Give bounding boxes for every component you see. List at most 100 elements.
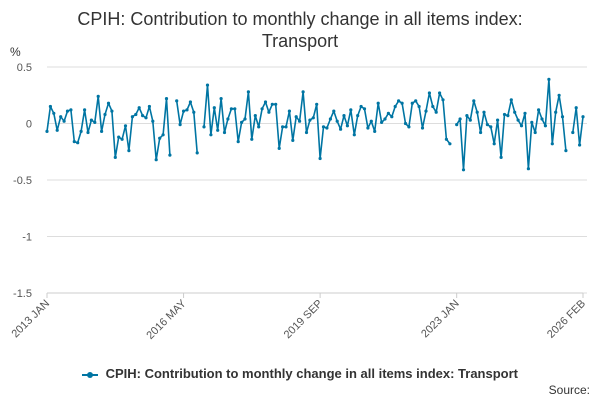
data-point xyxy=(45,129,49,133)
data-point xyxy=(120,137,124,141)
data-point xyxy=(65,109,70,113)
series-line xyxy=(572,106,584,146)
data-point xyxy=(233,107,237,111)
data-point xyxy=(89,118,93,122)
data-point xyxy=(564,149,568,153)
data-point xyxy=(106,101,111,105)
data-point xyxy=(311,116,315,120)
data-point xyxy=(472,99,476,103)
data-point xyxy=(403,121,408,126)
data-point xyxy=(209,133,213,137)
data-point xyxy=(349,108,353,112)
data-point xyxy=(438,91,442,95)
data-point xyxy=(417,104,421,109)
y-tick-label: -1.5 xyxy=(13,288,32,300)
data-point xyxy=(69,108,73,112)
data-point xyxy=(291,138,295,142)
data-point xyxy=(359,104,363,109)
data-point xyxy=(441,98,445,102)
data-point xyxy=(298,119,302,123)
data-point xyxy=(420,126,425,130)
data-point xyxy=(557,93,561,97)
data-point xyxy=(154,158,158,162)
data-point xyxy=(369,119,373,123)
data-point xyxy=(537,108,541,112)
data-point xyxy=(195,151,199,155)
data-point xyxy=(168,153,172,157)
y-axis-unit-label: % xyxy=(10,45,21,59)
data-point xyxy=(219,97,223,101)
data-point xyxy=(144,116,148,120)
data-point xyxy=(519,124,524,128)
data-point xyxy=(550,142,554,146)
data-point xyxy=(123,124,128,128)
data-point xyxy=(506,114,510,118)
data-point xyxy=(267,110,271,114)
data-point xyxy=(151,119,155,123)
data-point xyxy=(202,125,206,129)
data-point xyxy=(79,129,83,133)
data-point xyxy=(499,155,503,159)
data-point xyxy=(263,100,268,104)
data-point xyxy=(362,107,367,111)
data-point xyxy=(229,107,233,111)
data-point xyxy=(492,142,496,146)
data-point xyxy=(383,117,387,121)
data-point xyxy=(560,115,565,119)
data-point xyxy=(407,125,411,129)
data-point xyxy=(342,114,346,118)
data-point xyxy=(62,119,66,123)
y-axis-tick-labels: 0.5 0 -0.5 -1 -1.5 xyxy=(13,62,32,300)
data-point xyxy=(216,128,220,132)
data-point xyxy=(117,135,121,139)
data-point xyxy=(465,114,469,118)
data-point xyxy=(523,111,527,115)
data-point xyxy=(581,115,585,119)
data-point xyxy=(400,101,404,105)
data-point xyxy=(175,99,179,103)
data-point xyxy=(270,102,274,106)
data-point xyxy=(164,97,169,101)
grid-lines xyxy=(47,66,587,294)
data-point xyxy=(540,117,544,121)
data-point xyxy=(59,115,63,119)
data-point xyxy=(356,114,360,118)
data-point xyxy=(226,117,230,121)
x-tick-label: 2013 JAN xyxy=(9,298,52,341)
data-point xyxy=(434,110,438,114)
x-tick-label: 2016 MAY xyxy=(144,297,189,342)
series-transport xyxy=(45,77,585,172)
data-point xyxy=(509,98,513,102)
data-point xyxy=(345,124,349,128)
data-point xyxy=(578,143,582,147)
data-point xyxy=(325,126,329,130)
data-point xyxy=(376,101,380,105)
data-point xyxy=(192,110,196,114)
data-point xyxy=(455,123,459,127)
data-point xyxy=(287,109,291,113)
data-point xyxy=(205,83,210,87)
data-point xyxy=(496,118,500,122)
data-point xyxy=(86,130,90,135)
data-point xyxy=(479,130,483,135)
x-axis-tick-labels: 2013 JAN 2016 MAY 2019 SEP 2023 JAN 2026 FEB xyxy=(9,293,588,342)
data-point xyxy=(574,106,578,110)
data-point xyxy=(103,112,107,117)
data-point xyxy=(335,119,339,123)
data-point xyxy=(212,106,216,110)
data-point xyxy=(277,146,281,150)
data-point xyxy=(110,109,114,113)
data-point xyxy=(188,100,192,104)
data-point xyxy=(444,137,448,141)
data-point xyxy=(554,110,558,114)
data-point xyxy=(373,129,377,133)
data-point xyxy=(260,107,264,111)
x-tick-label: 2023 JAN xyxy=(419,298,462,341)
source-label: Source: xyxy=(548,383,590,397)
data-point xyxy=(100,129,104,133)
data-point xyxy=(281,125,285,129)
data-point xyxy=(543,124,548,128)
data-point xyxy=(461,168,466,172)
data-point xyxy=(48,104,53,109)
data-point xyxy=(386,111,390,115)
